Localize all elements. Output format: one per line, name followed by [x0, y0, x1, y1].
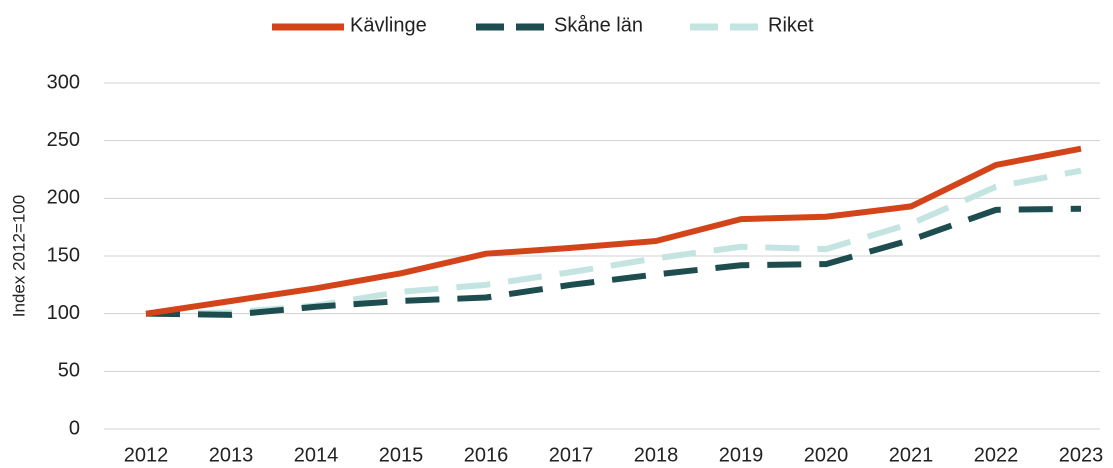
- legend-label: Skåne län: [554, 14, 643, 36]
- y-tick-label: 150: [47, 244, 80, 266]
- y-tick-label: 50: [58, 360, 80, 382]
- x-tick-label: 2019: [719, 444, 764, 466]
- y-tick-label: 0: [69, 417, 80, 439]
- x-tick-label: 2014: [294, 444, 339, 466]
- x-tick-label: 2022: [974, 444, 1019, 466]
- x-tick-label: 2015: [379, 444, 424, 466]
- y-tick-label: 250: [47, 129, 80, 151]
- legend-label: Kävlinge: [350, 14, 427, 36]
- y-axis-label: Index 2012=100: [9, 195, 28, 317]
- x-tick-label: 2013: [209, 444, 254, 466]
- x-tick-label: 2018: [634, 444, 679, 466]
- x-tick-label: 2016: [464, 444, 509, 466]
- y-tick-label: 300: [47, 71, 80, 93]
- x-tick-label: 2021: [889, 444, 934, 466]
- x-tick-label: 2020: [804, 444, 849, 466]
- y-tick-label: 200: [47, 187, 80, 209]
- series-line: [145, 205, 1082, 318]
- legend-label: Riket: [768, 14, 814, 36]
- y-tick-label: 100: [47, 302, 80, 324]
- series-line: [145, 145, 1082, 317]
- x-tick-label: 2023: [1059, 444, 1104, 466]
- x-tick-label: 2012: [124, 444, 169, 466]
- x-tick-label: 2017: [549, 444, 594, 466]
